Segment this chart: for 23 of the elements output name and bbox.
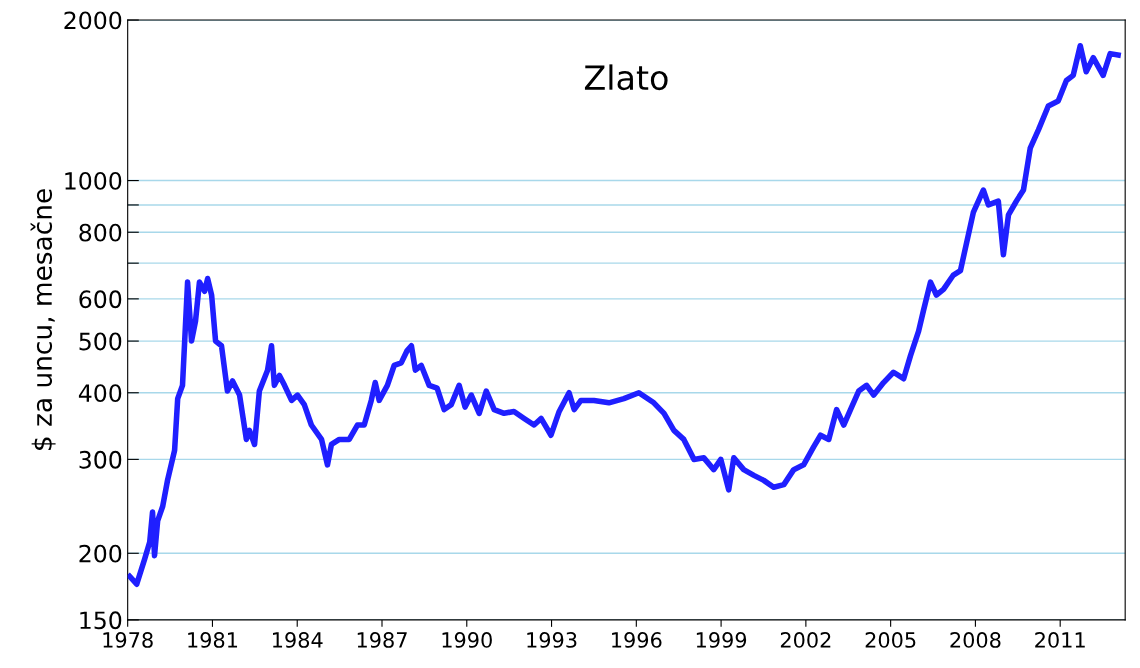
x-tick-label: 1999 (696, 632, 747, 648)
text: Zlato (584, 64, 668, 91)
y-tick-label: 400 (78, 384, 122, 403)
x-tick-label: 2005 (865, 632, 916, 648)
x-tick-label: 1984 (273, 632, 323, 648)
x-tick-label: 1996 (612, 632, 662, 648)
x-tick-label: 1978 (103, 632, 153, 648)
y-tick-label: 300 (79, 450, 122, 469)
x-tick-label: 2008 (950, 632, 1001, 648)
x-tick-label: 1990 (442, 632, 492, 648)
y-tick-label: 800 (79, 223, 122, 242)
y-axis-title: $ za uncu, mesačne (30, 189, 56, 450)
y-tick-label: 500 (79, 332, 122, 351)
x-tick-label: 1993 (527, 632, 577, 648)
y-tick-label: 600 (79, 290, 122, 309)
x-tick-label: 1987 (357, 632, 407, 648)
x-tick-label: 1981 (188, 632, 238, 648)
x-tick-label: 2002 (780, 632, 831, 648)
y-tick-label: 2000 (64, 11, 122, 30)
x-tick-label: 2011 (1035, 632, 1085, 648)
y-tick-label: 200 (79, 544, 122, 563)
y-tick-label: 1000 (65, 172, 122, 190)
y-tick-label: 150 (80, 611, 122, 630)
